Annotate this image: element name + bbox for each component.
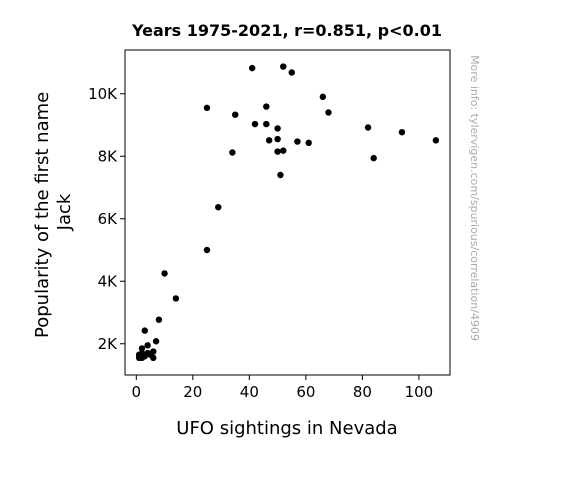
y-tick-label: 6K xyxy=(98,210,119,228)
data-point xyxy=(161,270,167,276)
data-point xyxy=(263,121,269,127)
data-point xyxy=(274,148,280,154)
data-point xyxy=(320,94,326,100)
data-point xyxy=(142,327,148,333)
data-point xyxy=(263,103,269,109)
data-point xyxy=(232,111,238,117)
data-point xyxy=(229,149,235,155)
data-point xyxy=(204,105,210,111)
data-point xyxy=(156,316,162,322)
x-tick-label: 20 xyxy=(183,383,202,401)
data-point xyxy=(277,172,283,178)
data-point xyxy=(252,121,258,127)
data-point xyxy=(294,138,300,144)
data-point xyxy=(365,124,371,130)
data-point xyxy=(325,109,331,115)
data-point xyxy=(433,137,439,143)
y-axis-label-line-1: Popularity of the first name xyxy=(32,92,53,338)
data-point xyxy=(305,140,311,146)
data-point xyxy=(204,247,210,253)
data-point xyxy=(150,355,156,361)
y-tick-label: 8K xyxy=(98,147,119,165)
chart-title: Years 1975-2021, r=0.851, p<0.01 xyxy=(131,21,442,40)
data-point xyxy=(144,342,150,348)
y-tick-label: 2K xyxy=(98,335,119,353)
data-point xyxy=(280,63,286,69)
x-tick-label: 0 xyxy=(132,383,142,401)
data-point xyxy=(370,155,376,161)
y-tick-label: 4K xyxy=(98,272,119,290)
data-point xyxy=(274,136,280,142)
data-point xyxy=(153,338,159,344)
data-point xyxy=(399,129,405,135)
data-point xyxy=(173,295,179,301)
x-axis-label: UFO sightings in Nevada xyxy=(176,418,397,439)
y-axis-label: Popularity of the first name Jack xyxy=(32,86,75,338)
data-point xyxy=(215,204,221,210)
source-note: More info: tylervigen.com/spurious/corre… xyxy=(468,55,481,341)
x-tick-label: 100 xyxy=(405,383,434,401)
x-tick-label: 40 xyxy=(240,383,259,401)
x-tick-label: 80 xyxy=(353,383,372,401)
data-point xyxy=(274,125,280,131)
data-point xyxy=(249,65,255,71)
y-axis: 2K 4K 6K 8K 10K xyxy=(88,85,125,353)
y-axis-label-line-2: Jack xyxy=(54,193,75,231)
x-axis: 0 20 40 60 80 100 xyxy=(132,375,434,401)
data-point xyxy=(280,147,286,153)
plot-area xyxy=(125,50,450,375)
x-tick-label: 60 xyxy=(296,383,315,401)
data-point xyxy=(150,348,156,354)
data-point xyxy=(289,69,295,75)
data-point xyxy=(266,137,272,143)
y-tick-label: 10K xyxy=(88,85,118,103)
data-point xyxy=(139,345,145,351)
